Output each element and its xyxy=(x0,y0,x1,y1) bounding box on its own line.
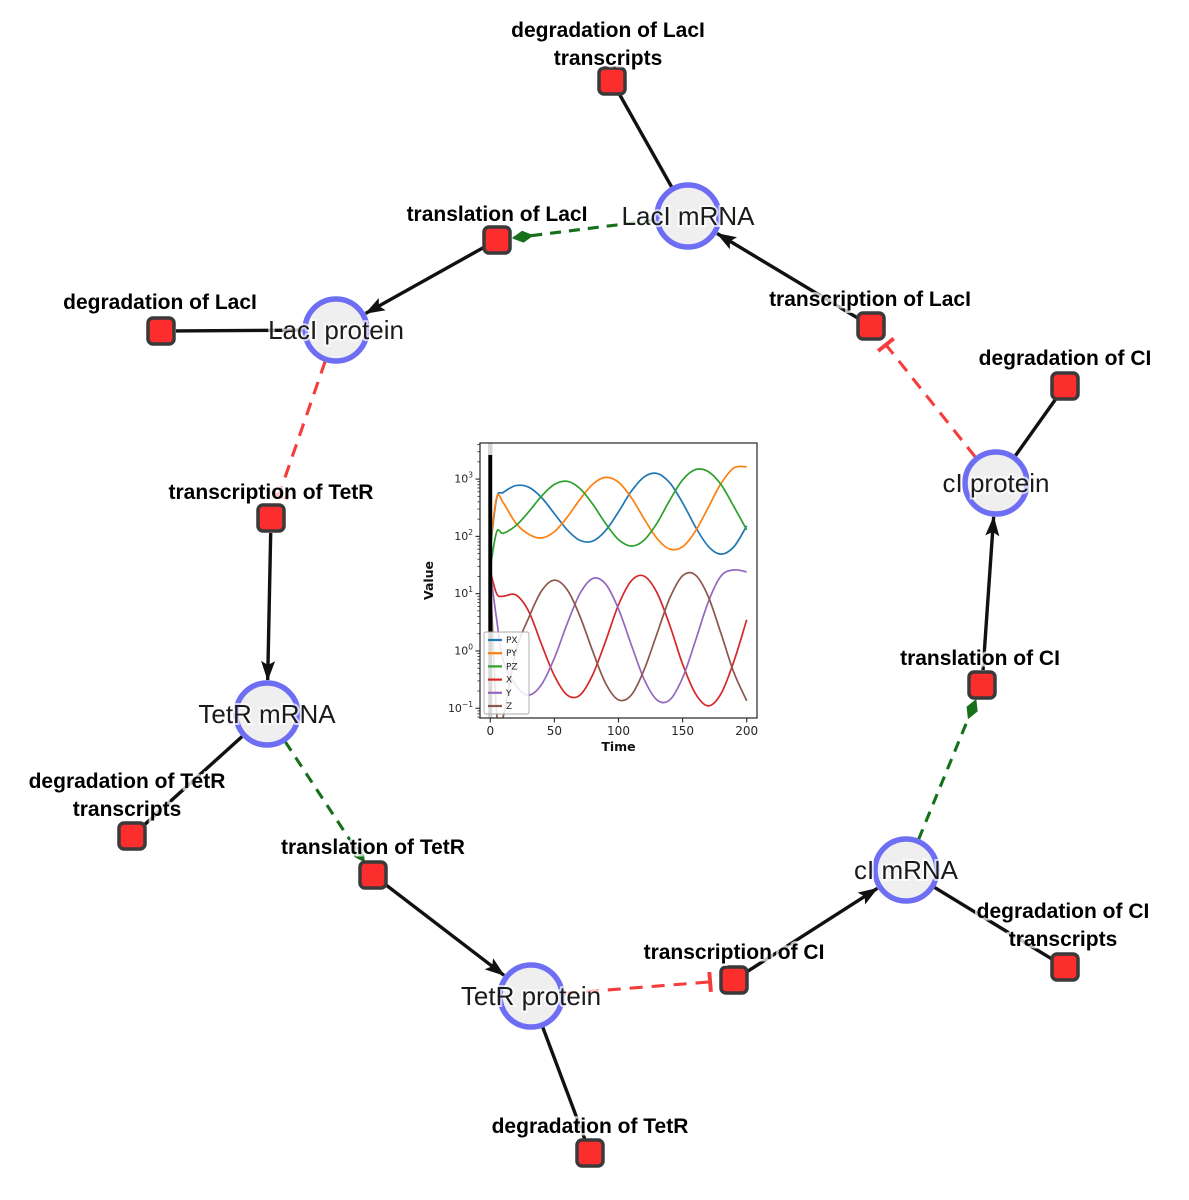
reaction-label-translation-ci: translation of CI xyxy=(900,647,1060,670)
edge-consumption-laci-mrna-to-deg-laci-transcripts xyxy=(617,93,674,189)
reaction-node-deg-ci[interactable] xyxy=(1050,371,1080,401)
reaction-node-deg-tetr[interactable] xyxy=(575,1138,605,1168)
reaction-label-deg-tetr-transcripts: degradation of TetR xyxy=(29,770,226,793)
species-node-ci-protein[interactable] xyxy=(962,449,1030,517)
reaction-node-deg-ci-transcripts[interactable] xyxy=(1050,952,1080,982)
series-line-X xyxy=(489,570,748,707)
x-tick-label: 100 xyxy=(607,724,630,738)
reaction-label-translation-laci: translation of LacI xyxy=(407,203,588,226)
reaction-node-deg-laci-transcripts[interactable] xyxy=(597,66,627,96)
reaction-node-deg-laci[interactable] xyxy=(146,316,176,346)
species-node-laci-mrna[interactable] xyxy=(654,182,722,250)
legend-label-PZ: PZ xyxy=(506,662,518,672)
reaction-node-translation-tetr[interactable] xyxy=(358,860,388,890)
reaction-node-transcription-tetr[interactable] xyxy=(256,503,286,533)
edge-inhibition-ci-protein-to-transcription-laci xyxy=(876,336,977,459)
reaction-label-deg-ci-transcripts: degradation of CI xyxy=(977,900,1150,923)
legend-label-PY: PY xyxy=(506,649,517,659)
edge-modifier-tetr-mrna-to-translation-tetr xyxy=(283,740,365,863)
species-node-tetr-mrna[interactable] xyxy=(233,680,301,748)
y-tick-label: 10−1 xyxy=(448,700,473,715)
edge-product-translation-laci-to-laci-protein xyxy=(364,245,485,315)
reaction-node-translation-ci[interactable] xyxy=(967,670,997,700)
y-tick-label: 100 xyxy=(454,642,473,657)
reaction-label-transcription-ci: transcription of CI xyxy=(644,941,825,964)
legend-label-Z: Z xyxy=(506,702,512,712)
legend-label-PX: PX xyxy=(506,636,518,646)
x-tick-label: 200 xyxy=(735,724,758,738)
y-tick-label: 102 xyxy=(454,528,473,543)
reaction-label-deg-tetr: degradation of TetR xyxy=(492,1115,689,1138)
time-series-plot: 0 50 100 150 20010−1100101102103TimeValuePXP… xyxy=(422,442,758,754)
species-node-laci-protein[interactable] xyxy=(302,296,370,364)
y-tick-label: 103 xyxy=(454,471,473,486)
legend-label-X: X xyxy=(506,676,512,686)
reaction-label-deg-tetr-transcripts: transcripts xyxy=(73,798,182,821)
species-label-ci-protein: cI protein xyxy=(943,468,1050,498)
edge-modifier-laci-mrna-to-translation-laci xyxy=(511,218,656,243)
reaction-node-deg-tetr-transcripts[interactable] xyxy=(117,821,147,851)
legend-label-Y: Y xyxy=(505,689,512,699)
reaction-node-translation-laci[interactable] xyxy=(482,225,512,255)
edge-product-transcription-ci-to-ci-mrna xyxy=(745,886,879,974)
reaction-label-deg-ci-transcripts: transcripts xyxy=(1009,928,1118,951)
reaction-label-deg-laci-transcripts: transcripts xyxy=(554,47,663,70)
species-label-laci-protein: LacI protein xyxy=(268,315,404,345)
y-tick-label: 101 xyxy=(454,585,473,600)
series-line-PZ xyxy=(489,468,748,569)
species-label-tetr-mrna: TetR mRNA xyxy=(198,699,336,729)
series-line-PX xyxy=(489,472,748,555)
species-label-laci-mrna: LacI mRNA xyxy=(622,201,756,231)
reaction-label-transcription-laci: transcription of LacI xyxy=(769,288,971,311)
x-tick-label: 50 xyxy=(547,724,562,738)
edge-consumption-laci-protein-to-deg-laci xyxy=(175,328,304,333)
reaction-label-transcription-tetr: transcription of TetR xyxy=(169,481,374,504)
reaction-label-deg-ci: degradation of CI xyxy=(979,347,1152,370)
edges-layer xyxy=(141,93,1058,1140)
edge-product-translation-tetr-to-tetr-protein xyxy=(383,882,506,977)
reaction-node-transcription-laci[interactable] xyxy=(856,311,886,341)
reaction-label-deg-laci: degradation of LacI xyxy=(63,291,257,314)
legend: PX PY PZ XYZ xyxy=(483,631,530,715)
x-axis-label: Time xyxy=(601,739,635,754)
edge-consumption-ci-protein-to-deg-ci xyxy=(1013,397,1058,458)
edge-product-transcription-laci-to-laci-mrna xyxy=(716,232,860,320)
series-line-PY xyxy=(489,465,747,551)
species-label-tetr-protein: TetR protein xyxy=(461,981,601,1011)
species-node-ci-mrna[interactable] xyxy=(872,836,940,904)
reaction-label-deg-laci-transcripts: degradation of LacI xyxy=(511,19,705,42)
edge-consumption-tetr-mrna-to-deg-tetr-transcripts xyxy=(141,734,244,828)
x-tick-label: 0 xyxy=(486,724,494,738)
edge-inhibition-laci-protein-to-transcription-tetr xyxy=(268,360,327,501)
edge-inhibition-tetr-protein-to-transcription-ci xyxy=(563,971,713,995)
edge-product-transcription-tetr-to-tetr-mrna xyxy=(261,532,276,682)
edge-modifier-ci-mrna-to-translation-ci xyxy=(917,698,978,841)
reaction-label-translation-tetr: translation of TetR xyxy=(281,836,465,859)
edge-consumption-ci-mrna-to-deg-ci-transcripts xyxy=(933,885,1054,961)
labels-layer: LacI mRNA LacI protein TetR mRNA TetR prote… xyxy=(26,17,1154,1141)
x-tick-label: 150 xyxy=(671,724,694,738)
species-label-ci-mrna: cI mRNA xyxy=(854,855,959,885)
edge-product-translation-ci-to-ci-protein xyxy=(981,515,1000,671)
nodes-layer xyxy=(117,66,1080,1168)
reaction-node-transcription-ci[interactable] xyxy=(719,965,749,995)
edge-consumption-tetr-protein-to-deg-tetr xyxy=(541,1026,587,1140)
y-axis-label: Value xyxy=(422,561,436,600)
species-node-tetr-protein[interactable] xyxy=(497,962,565,1030)
